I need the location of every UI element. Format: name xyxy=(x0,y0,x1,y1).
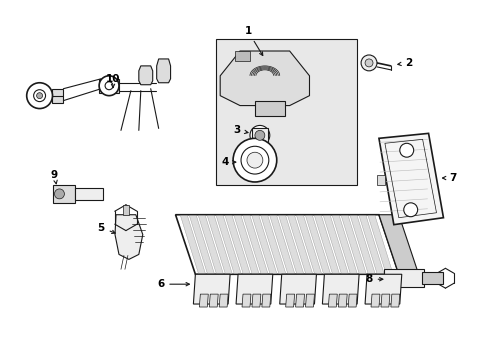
Bar xyxy=(99,79,119,93)
Polygon shape xyxy=(327,294,337,307)
Polygon shape xyxy=(251,294,260,307)
Circle shape xyxy=(54,189,64,199)
Circle shape xyxy=(241,146,268,174)
Text: 5: 5 xyxy=(97,222,115,234)
Circle shape xyxy=(37,93,42,99)
Polygon shape xyxy=(314,216,339,273)
Polygon shape xyxy=(365,274,401,304)
Polygon shape xyxy=(349,216,374,273)
Polygon shape xyxy=(234,216,258,273)
Polygon shape xyxy=(220,51,309,105)
Polygon shape xyxy=(156,59,170,83)
Polygon shape xyxy=(242,294,250,307)
Circle shape xyxy=(233,138,276,182)
Polygon shape xyxy=(198,216,223,273)
Bar xyxy=(254,100,284,117)
Text: 1: 1 xyxy=(244,26,262,55)
Bar xyxy=(251,129,267,142)
Polygon shape xyxy=(370,294,379,307)
Circle shape xyxy=(254,130,264,140)
Polygon shape xyxy=(219,294,228,307)
Bar xyxy=(75,188,103,200)
Text: 2: 2 xyxy=(397,58,411,68)
Bar xyxy=(51,89,63,103)
Polygon shape xyxy=(332,216,356,273)
Polygon shape xyxy=(323,216,347,273)
Text: 3: 3 xyxy=(233,125,247,135)
Polygon shape xyxy=(236,274,272,304)
Bar xyxy=(235,51,249,61)
Polygon shape xyxy=(279,274,316,304)
Polygon shape xyxy=(378,133,443,225)
Polygon shape xyxy=(243,216,267,273)
Circle shape xyxy=(403,203,417,217)
Polygon shape xyxy=(338,294,346,307)
Polygon shape xyxy=(207,216,232,273)
Text: 10: 10 xyxy=(105,74,120,87)
Polygon shape xyxy=(390,294,399,307)
Polygon shape xyxy=(285,294,294,307)
Text: 7: 7 xyxy=(442,173,456,183)
Polygon shape xyxy=(216,216,241,273)
Polygon shape xyxy=(378,215,418,274)
Bar xyxy=(383,269,423,287)
Circle shape xyxy=(399,143,413,157)
Polygon shape xyxy=(347,294,356,307)
Polygon shape xyxy=(224,216,249,273)
Text: 8: 8 xyxy=(365,274,382,284)
Polygon shape xyxy=(358,216,383,273)
Polygon shape xyxy=(189,216,214,273)
Bar xyxy=(376,175,384,185)
Polygon shape xyxy=(209,294,218,307)
Polygon shape xyxy=(216,39,356,185)
Polygon shape xyxy=(251,216,276,273)
Text: 6: 6 xyxy=(157,279,189,289)
Circle shape xyxy=(365,59,372,67)
Polygon shape xyxy=(175,215,398,274)
Polygon shape xyxy=(296,216,321,273)
Circle shape xyxy=(99,76,119,96)
Polygon shape xyxy=(193,274,230,304)
Circle shape xyxy=(34,90,45,102)
Text: 9: 9 xyxy=(51,170,58,184)
Polygon shape xyxy=(305,294,314,307)
Bar xyxy=(53,185,75,203)
Circle shape xyxy=(249,125,269,145)
Circle shape xyxy=(360,55,376,71)
Polygon shape xyxy=(260,216,285,273)
Polygon shape xyxy=(199,294,208,307)
Polygon shape xyxy=(262,294,270,307)
Polygon shape xyxy=(115,215,142,260)
Polygon shape xyxy=(305,216,330,273)
Polygon shape xyxy=(380,294,389,307)
Circle shape xyxy=(27,83,52,109)
Polygon shape xyxy=(269,216,294,273)
Polygon shape xyxy=(322,274,358,304)
Polygon shape xyxy=(180,216,205,273)
Bar xyxy=(421,272,443,284)
Bar xyxy=(122,205,129,215)
Polygon shape xyxy=(367,216,392,273)
Polygon shape xyxy=(295,294,304,307)
Polygon shape xyxy=(341,216,366,273)
Polygon shape xyxy=(139,66,152,85)
Text: 4: 4 xyxy=(221,157,235,167)
Polygon shape xyxy=(278,216,303,273)
Circle shape xyxy=(105,82,113,90)
Polygon shape xyxy=(287,216,312,273)
Circle shape xyxy=(246,152,263,168)
